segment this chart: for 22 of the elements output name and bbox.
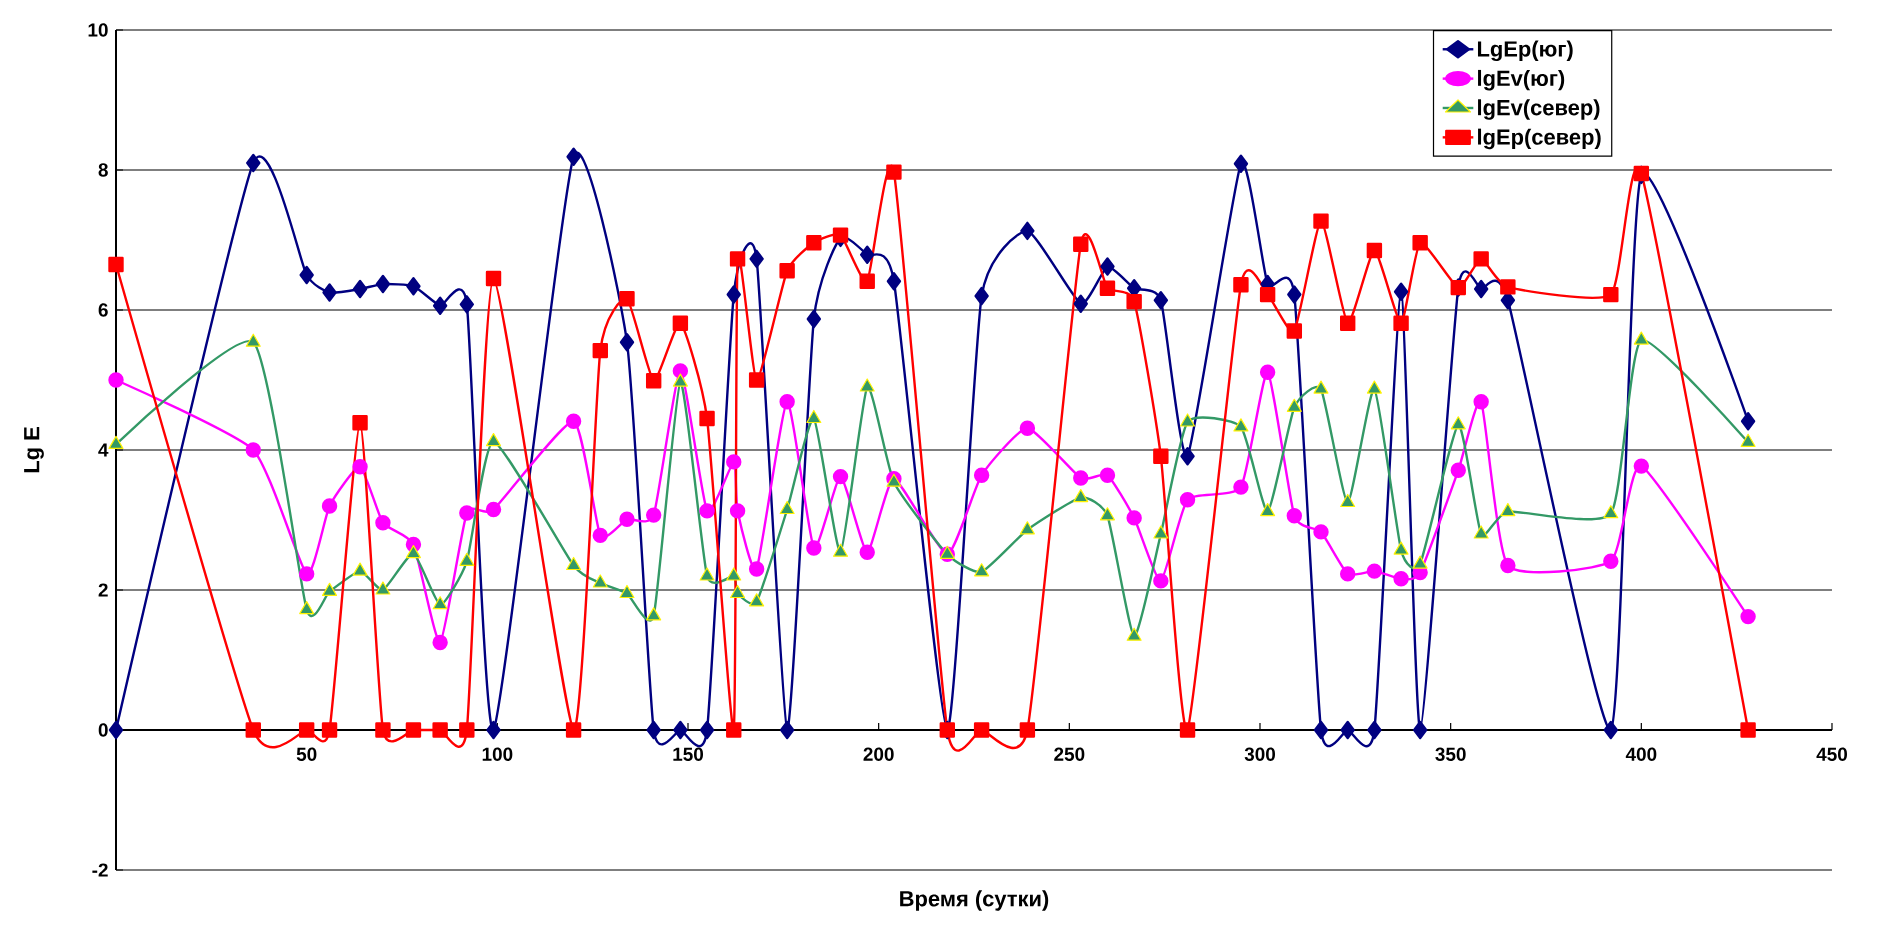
x-tick-label: 50 [296,747,317,761]
x-tick-label: 350 [1435,747,1466,761]
x-tick-label: 300 [1244,747,1275,761]
y-tick-label: 2 [98,583,108,597]
x-tick-label: 400 [1625,747,1657,761]
legend-label: lgEv(север) [1478,99,1600,120]
y-tick-label: 4 [98,443,109,457]
x-tick-label: 450 [1816,747,1847,761]
y-tick-label: 6 [98,303,108,317]
x-tick-label: 250 [1054,747,1085,761]
y-tick-label: 8 [98,163,108,177]
x-tick-label: 200 [863,747,894,761]
y-tick-label: 0 [98,723,108,737]
y-axis-title: Lg E [24,427,44,473]
x-axis-title: Время (сутки) [900,890,1049,911]
legend-label: LgEp(юг) [1477,40,1573,62]
y-tick-label: -2 [92,863,108,877]
x-tick-label: 100 [482,747,513,761]
x-tick-label: 150 [673,747,704,761]
legend-label: lgEp(север) [1478,128,1601,150]
legend-label: lgEv(юг) [1478,69,1565,91]
y-tick-label: 10 [88,23,108,37]
